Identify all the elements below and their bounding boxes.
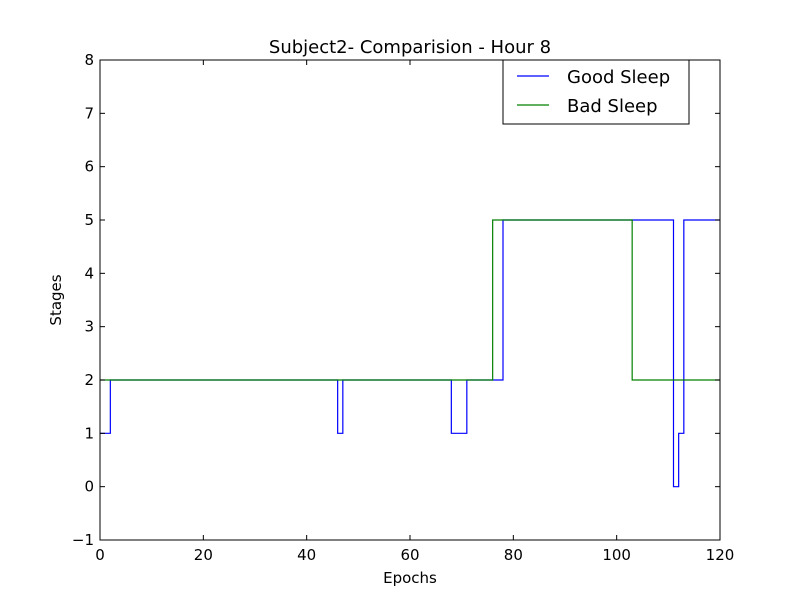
y-tick-label: 7 bbox=[84, 104, 94, 122]
y-tick-label: 8 bbox=[84, 51, 94, 69]
y-tick-label: 6 bbox=[84, 158, 94, 176]
legend-box bbox=[502, 59, 690, 125]
x-tick-label: 40 bbox=[297, 546, 316, 564]
legend-label-bad-sleep: Bad Sleep bbox=[567, 96, 658, 117]
legend: Good Sleep Bad Sleep bbox=[502, 59, 690, 125]
chart-title: Subject2- Comparision - Hour 8 bbox=[269, 37, 551, 58]
x-axis-label: Epochs bbox=[383, 569, 437, 587]
y-tick-label: 2 bbox=[84, 371, 94, 389]
x-tick-label: 60 bbox=[400, 546, 419, 564]
y-tick-label: 5 bbox=[84, 211, 94, 229]
y-tick-label: 0 bbox=[84, 478, 94, 496]
y-tick-label: 4 bbox=[84, 264, 94, 282]
y-tick-label: 1 bbox=[84, 424, 94, 442]
y-tick-label: 3 bbox=[84, 318, 94, 336]
series-line-good-sleep bbox=[100, 219, 720, 488]
x-tick-label: 120 bbox=[706, 546, 735, 564]
x-tick-label: 100 bbox=[602, 546, 631, 564]
x-tick-label: 80 bbox=[504, 546, 523, 564]
y-tick-label: −1 bbox=[72, 531, 94, 549]
x-tick-label: 20 bbox=[194, 546, 213, 564]
series-line-bad-sleep bbox=[100, 219, 720, 381]
x-tick-label: 0 bbox=[95, 546, 105, 564]
series-layer bbox=[100, 219, 720, 488]
legend-label-good-sleep: Good Sleep bbox=[567, 67, 670, 88]
y-axis-label: Stages bbox=[47, 274, 65, 325]
